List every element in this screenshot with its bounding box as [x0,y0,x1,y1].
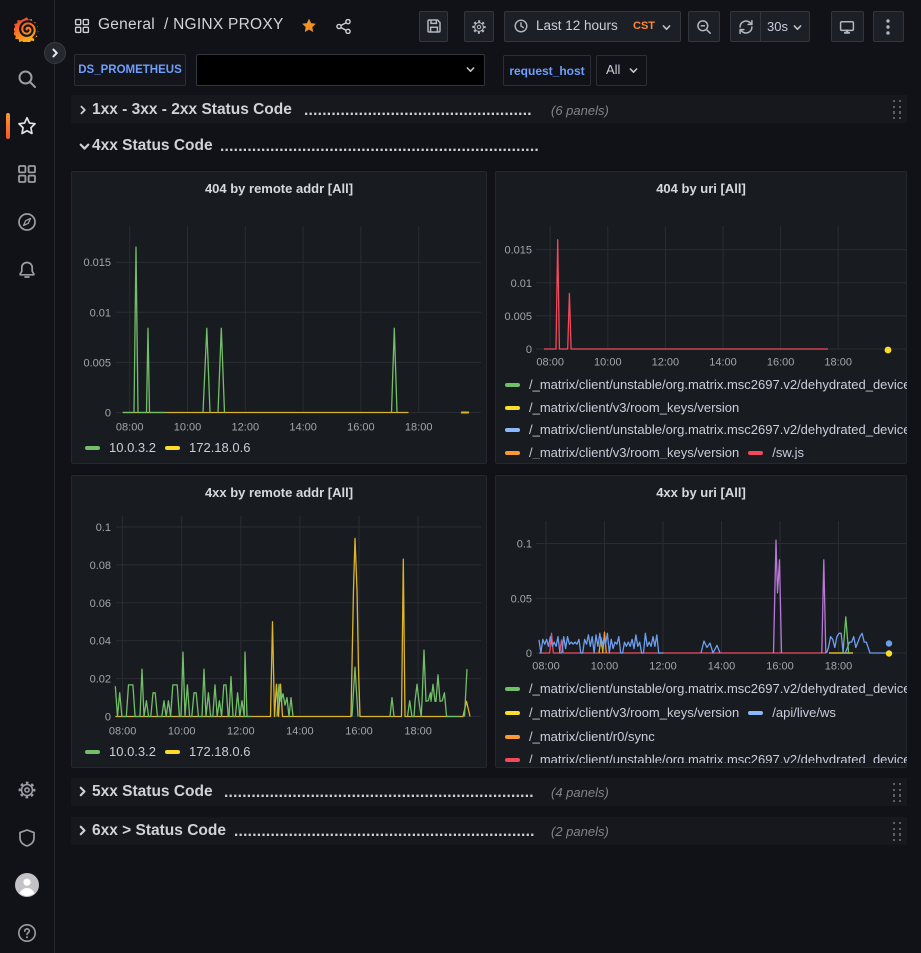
svg-text:12:00: 12:00 [232,422,260,434]
svg-text:18:00: 18:00 [825,661,853,673]
svg-text:0.005: 0.005 [504,311,532,323]
svg-text:16:00: 16:00 [345,726,373,738]
svg-text:18:00: 18:00 [404,726,432,738]
svg-text:10:00: 10:00 [594,357,622,369]
svg-text:18:00: 18:00 [824,357,852,369]
svg-text:08:00: 08:00 [536,357,564,369]
svg-text:0.05: 0.05 [511,593,532,605]
svg-text:0.015: 0.015 [83,257,111,269]
svg-text:14:00: 14:00 [286,726,314,738]
svg-text:0.08: 0.08 [90,560,111,572]
svg-text:10:00: 10:00 [174,422,202,434]
svg-text:0: 0 [105,408,111,420]
svg-text:14:00: 14:00 [708,661,736,673]
svg-text:08:00: 08:00 [532,661,560,673]
svg-text:16:00: 16:00 [766,661,794,673]
svg-text:0.04: 0.04 [90,636,111,648]
svg-text:0.1: 0.1 [96,522,111,534]
svg-text:0.015: 0.015 [504,245,532,257]
svg-text:0.005: 0.005 [83,357,111,369]
svg-text:12:00: 12:00 [652,357,680,369]
svg-text:0.02: 0.02 [90,674,111,686]
svg-text:0: 0 [526,344,532,356]
svg-text:12:00: 12:00 [649,661,677,673]
svg-text:0.01: 0.01 [90,307,111,319]
svg-text:0.06: 0.06 [90,598,111,610]
svg-text:08:00: 08:00 [116,422,144,434]
svg-text:16:00: 16:00 [767,357,795,369]
svg-text:16:00: 16:00 [347,422,375,434]
svg-text:18:00: 18:00 [405,422,433,434]
svg-text:0: 0 [105,712,111,724]
svg-text:0.1: 0.1 [517,539,532,551]
svg-text:14:00: 14:00 [289,422,317,434]
svg-text:0: 0 [526,648,532,660]
svg-text:0.01: 0.01 [511,278,532,290]
svg-text:10:00: 10:00 [591,661,619,673]
svg-text:14:00: 14:00 [709,357,737,369]
svg-text:12:00: 12:00 [227,726,255,738]
svg-text:08:00: 08:00 [109,726,137,738]
svg-text:10:00: 10:00 [168,726,196,738]
